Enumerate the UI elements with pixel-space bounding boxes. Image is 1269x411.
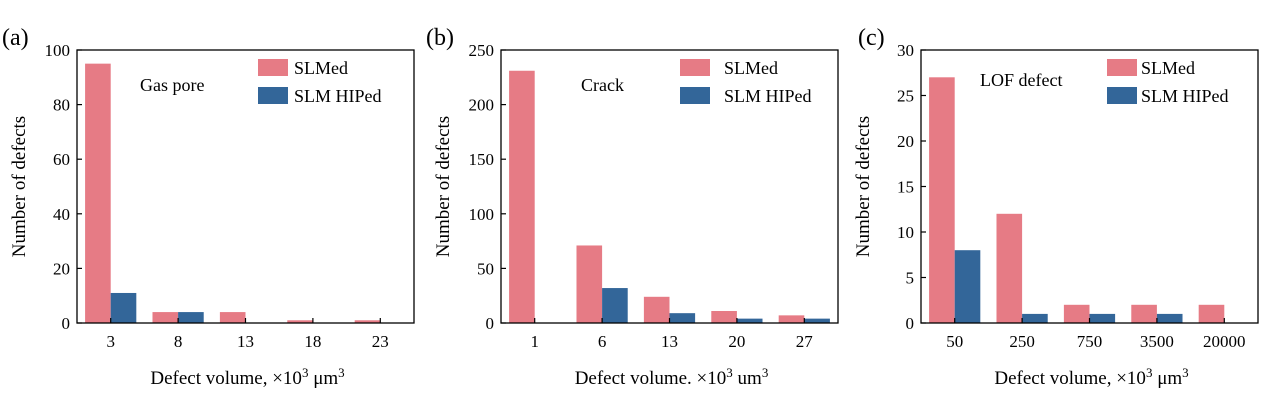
legend-swatch-slm-hiped [1107, 87, 1137, 104]
y-axis-label: Number of defects [9, 116, 30, 257]
bar-slmed-4 [778, 315, 805, 323]
y-tick-label: 80 [53, 96, 70, 115]
x-axis-label-superscript: 3 [302, 365, 309, 380]
legend-label-slmed: SLMed [294, 58, 348, 78]
y-tick-label: 100 [469, 205, 495, 224]
chart-panel-a: 0 20 40 60 80 100 3 8 13 18 23 Number of defects Def… [2, 25, 415, 390]
y-tick-label: 10 [897, 223, 914, 242]
bar-slmed-1 [152, 312, 179, 323]
bar-slm-hiped-1 [602, 288, 628, 323]
x-axis-label: Defect volume, ×103 μm3 [994, 365, 1188, 390]
x-axis-label-superscript: 3 [726, 365, 733, 380]
legend-label-slmed: SLMed [1141, 58, 1195, 78]
bar-slm-hiped-0 [110, 292, 137, 323]
bar-slmed-3 [287, 320, 313, 323]
x-axis-label-superscript: 3 [1146, 365, 1153, 380]
x-tick-label: 20 [728, 332, 745, 351]
bar-slm-hiped-0 [954, 250, 981, 323]
legend-swatch-slm-hiped [258, 87, 288, 104]
defect-type-annotation: Crack [581, 75, 624, 95]
y-tick-label: 40 [53, 205, 70, 224]
x-tick-label: 20000 [1203, 332, 1246, 351]
y-tick-label: 250 [469, 41, 495, 60]
y-tick-label: 30 [897, 41, 914, 60]
y-tick-label: 60 [53, 150, 70, 169]
defect-type-annotation: LOF defect [980, 70, 1062, 90]
bar-slmed-3 [711, 310, 737, 323]
y-tick-label: 50 [477, 259, 494, 278]
x-axis-label: Defect volume, ×103 μm3 [150, 365, 344, 390]
y-tick-label: 100 [45, 41, 71, 60]
x-axis-label-part: Defect volume. ×10 [575, 368, 727, 389]
bar-slmed-3 [1131, 304, 1157, 323]
bar-slmed-0 [509, 70, 535, 323]
x-tick-label: 6 [598, 332, 607, 351]
bar-slmed-2 [1063, 304, 1090, 323]
x-tick-label: 250 [1009, 332, 1035, 351]
x-tick-label: 3500 [1140, 332, 1174, 351]
x-axis-label-part: Defect volume, ×10 [994, 368, 1146, 389]
y-tick-label: 15 [897, 178, 914, 197]
x-tick-label: 27 [796, 332, 814, 351]
panel-label: (a) [2, 25, 29, 51]
x-tick-label: 750 [1077, 332, 1103, 351]
bar-slmed-4 [354, 320, 381, 323]
x-tick-label: 50 [946, 332, 963, 351]
y-tick-label: 0 [62, 314, 71, 333]
bar-slmed-1 [576, 245, 603, 323]
y-tick-label: 5 [906, 269, 915, 288]
bar-slmed-2 [219, 312, 246, 323]
legend-label-slm-hiped: SLM HIPed [294, 86, 382, 106]
legend-swatch-slmed [258, 59, 288, 76]
defect-type-annotation: Gas pore [140, 75, 204, 95]
chart-panel-b: 0 50 100 150 200 250 1 6 13 20 27 Number of defects… [426, 25, 839, 390]
x-axis-label-superscript: 3 [762, 365, 769, 380]
bar-slm-hiped-4 [804, 318, 830, 323]
bar-slm-hiped-3 [736, 318, 763, 323]
x-tick-label: 3 [106, 332, 115, 351]
bar-slm-hiped-1 [1022, 313, 1048, 323]
legend-label-slmed: SLMed [724, 58, 778, 78]
x-tick-label: 1 [530, 332, 539, 351]
x-axis-label-superscript: 3 [1182, 365, 1189, 380]
x-axis-label: Defect volume. ×103 um3 [575, 365, 769, 390]
bar-slmed-1 [996, 213, 1023, 323]
x-tick-label: 18 [304, 332, 321, 351]
x-axis-label-part: μm [1152, 368, 1182, 389]
bar-slmed-0 [929, 77, 955, 323]
y-axis-label: Number of defects [853, 116, 874, 257]
y-tick-label: 150 [469, 150, 495, 169]
x-axis-label-part: um [733, 368, 762, 389]
y-tick-label: 25 [897, 87, 914, 106]
legend-swatch-slmed [680, 59, 710, 76]
legend-label-slm-hiped: SLM HIPed [1141, 86, 1229, 106]
x-tick-label: 13 [237, 332, 254, 351]
y-tick-label: 0 [486, 314, 495, 333]
y-tick-label: 20 [897, 132, 914, 151]
bar-slm-hiped-2 [669, 313, 696, 323]
y-tick-label: 0 [906, 314, 915, 333]
bar-slm-hiped-3 [1156, 313, 1183, 323]
bar-slm-hiped-1 [178, 312, 204, 323]
x-tick-label: 13 [661, 332, 678, 351]
x-axis-label-part: μm [308, 368, 338, 389]
y-tick-label: 200 [469, 96, 495, 115]
y-axis-label: Number of defects [433, 116, 454, 257]
x-tick-label: 8 [174, 332, 183, 351]
bar-slm-hiped-2 [1089, 313, 1116, 323]
x-axis-label-superscript: 3 [338, 365, 345, 380]
bar-slmed-4 [1198, 304, 1225, 323]
legend-swatch-slm-hiped [680, 87, 710, 104]
x-axis-label-part: Defect volume, ×10 [150, 368, 302, 389]
chart-panel-c: 0 5 10 15 20 25 30 50 250 750 3500 20000 Number of d… [853, 25, 1259, 390]
panel-label: (b) [426, 25, 454, 51]
legend-swatch-slmed [1107, 59, 1137, 76]
x-tick-label: 23 [372, 332, 389, 351]
legend-label-slm-hiped: SLM HIPed [724, 86, 812, 106]
bar-slmed-2 [643, 296, 670, 323]
y-tick-label: 20 [53, 259, 70, 278]
panel-label: (c) [858, 25, 885, 51]
bar-slmed-0 [85, 63, 111, 324]
